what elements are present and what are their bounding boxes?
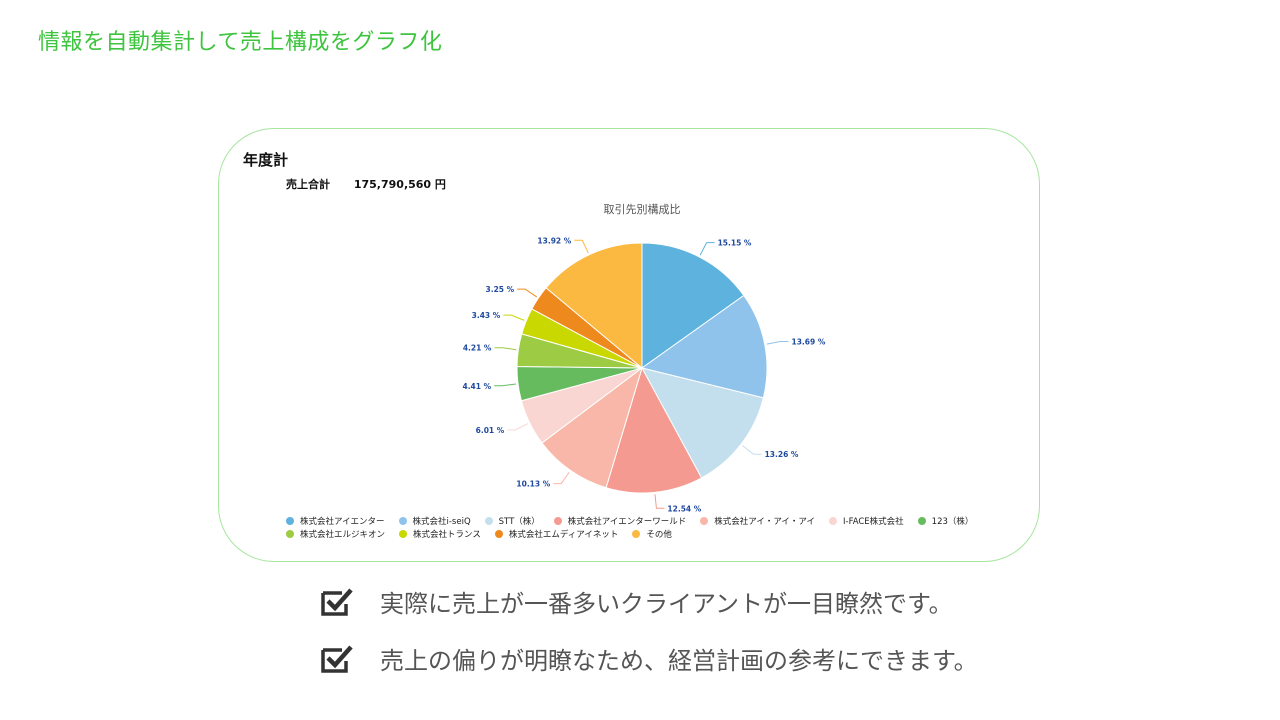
slide-title: 情報を自動集計して売上構成をグラフ化	[38, 30, 443, 55]
sales-total-row: 売上合計 175,790,560 円	[286, 176, 446, 192]
legend-swatch	[484, 516, 493, 525]
pie-leader-lines	[494, 239, 789, 509]
chart-legend: 株式会社アイエンター 株式会社i-seiQ STT（株） 株式会社アイエンターワールド…	[286, 514, 1026, 540]
legend-label: 株式会社アイエンターワールド	[567, 516, 687, 527]
pie-data-label: 6.01 %	[476, 426, 505, 435]
legend-label: 株式会社トランス	[413, 529, 481, 540]
checkbox-checked-icon	[321, 645, 353, 673]
pie-slice	[605, 366, 703, 494]
card-heading: 年度計	[243, 151, 289, 169]
legend-label: 株式会社アイエンター	[300, 516, 385, 527]
pie-leader-line	[574, 239, 589, 254]
pie-chart: 取引先別構成比 15.15 % 13.69 % 13.26 % 12.54 % 10.1…	[462, 202, 825, 513]
pie-data-label: 3.25 %	[486, 285, 515, 294]
legend-swatch	[553, 516, 562, 525]
legend-label: 株式会社エムディアイネット	[508, 529, 619, 540]
pie-leader-line	[699, 242, 715, 256]
legend-swatch	[398, 516, 407, 525]
pie-leader-line	[742, 445, 762, 455]
legend-label: STT（株）	[498, 516, 540, 527]
sales-total-label: 売上合計	[286, 178, 330, 191]
pie-leader-line	[494, 383, 517, 387]
legend-item[interactable]: 株式会社エムディアイネット	[494, 528, 619, 540]
pie-slice	[641, 367, 764, 479]
bullet-item: 実際に売上が一番多いクライアントが一目瞭然です。	[320, 584, 953, 619]
pie-slice	[545, 242, 643, 370]
legend-swatch	[399, 529, 408, 538]
legend-swatch	[286, 529, 294, 538]
legend-item[interactable]: 株式会社エルジキオン	[286, 528, 385, 540]
legend-item[interactable]: 株式会社アイ・アイ・アイ	[700, 515, 815, 527]
legend-swatch	[829, 516, 838, 525]
legend-swatch	[917, 516, 926, 525]
pie-data-label: 3.43 %	[472, 311, 501, 320]
checkbox-checked-icon	[321, 588, 353, 616]
pie-data-label: 15.15 %	[718, 239, 752, 248]
pie-leader-line	[766, 341, 789, 345]
bullet-item: 売上の偏りが明瞭なため、経営計画の参考にできます。	[320, 641, 978, 676]
legend-item[interactable]: 株式会社トランス	[399, 528, 481, 540]
sales-total-value: 175,790,560 円	[353, 178, 446, 191]
pie-slice	[640, 294, 768, 399]
legend-item[interactable]: その他	[632, 528, 672, 540]
pie-leader-line	[553, 471, 570, 485]
pie-slice	[641, 242, 745, 369]
legend-item[interactable]: I-FACE株式会社	[829, 515, 904, 527]
pie-leader-line	[494, 347, 517, 351]
legend-label: I-FACE株式会社	[843, 516, 904, 527]
legend-label: 123（株）	[931, 516, 974, 527]
legend-label: 株式会社エルジキオン	[300, 529, 386, 540]
legend-item[interactable]: STT（株）	[484, 515, 540, 527]
pie-data-label: 12.54 %	[667, 504, 701, 513]
pie-slices	[516, 242, 768, 494]
legend-label: 株式会社アイ・アイ・アイ	[714, 516, 816, 527]
bullet-text: 実際に売上が一番多いクライアントが一目瞭然です。	[380, 590, 953, 618]
legend-item[interactable]: 株式会社アイエンター	[286, 515, 385, 527]
legend-swatch	[700, 516, 709, 525]
pie-data-label: 4.41 %	[462, 382, 491, 391]
legend-item[interactable]: 株式会社アイエンターワールド	[553, 515, 687, 527]
legend-row: 株式会社エルジキオン 株式会社トランス 株式会社エムディアイネット その他	[286, 527, 1026, 540]
pie-data-label: 13.92 %	[537, 236, 571, 245]
legend-label: その他	[646, 529, 672, 540]
legend-row: 株式会社アイエンター 株式会社i-seiQ STT（株） 株式会社アイエンターワールド…	[286, 514, 1026, 527]
chart-title: 取引先別構成比	[604, 202, 681, 216]
legend-swatch	[286, 516, 294, 525]
pie-data-label: 10.13 %	[516, 480, 550, 489]
legend-label: 株式会社i-seiQ	[412, 516, 471, 527]
pie-data-label: 13.26 %	[765, 450, 799, 459]
pie-leader-line	[503, 314, 525, 321]
pie-slice	[541, 366, 643, 489]
bullet-text: 売上の偏りが明瞭なため、経営計画の参考にできます。	[380, 647, 978, 675]
legend-swatch	[632, 529, 641, 538]
pie-leader-line	[507, 423, 529, 431]
pie-data-labels: 15.15 % 13.69 % 13.26 % 12.54 % 10.13 % 6.01 …	[462, 236, 825, 513]
pie-data-label: 13.69 %	[791, 338, 825, 347]
pie-leader-line	[654, 494, 665, 509]
legend-item[interactable]: 株式会社i-seiQ	[398, 515, 471, 527]
pie-data-label: 4.21 %	[463, 344, 492, 353]
pie-leader-line	[517, 288, 538, 298]
legend-swatch	[494, 529, 503, 538]
legend-item[interactable]: 123（株）	[917, 515, 974, 527]
